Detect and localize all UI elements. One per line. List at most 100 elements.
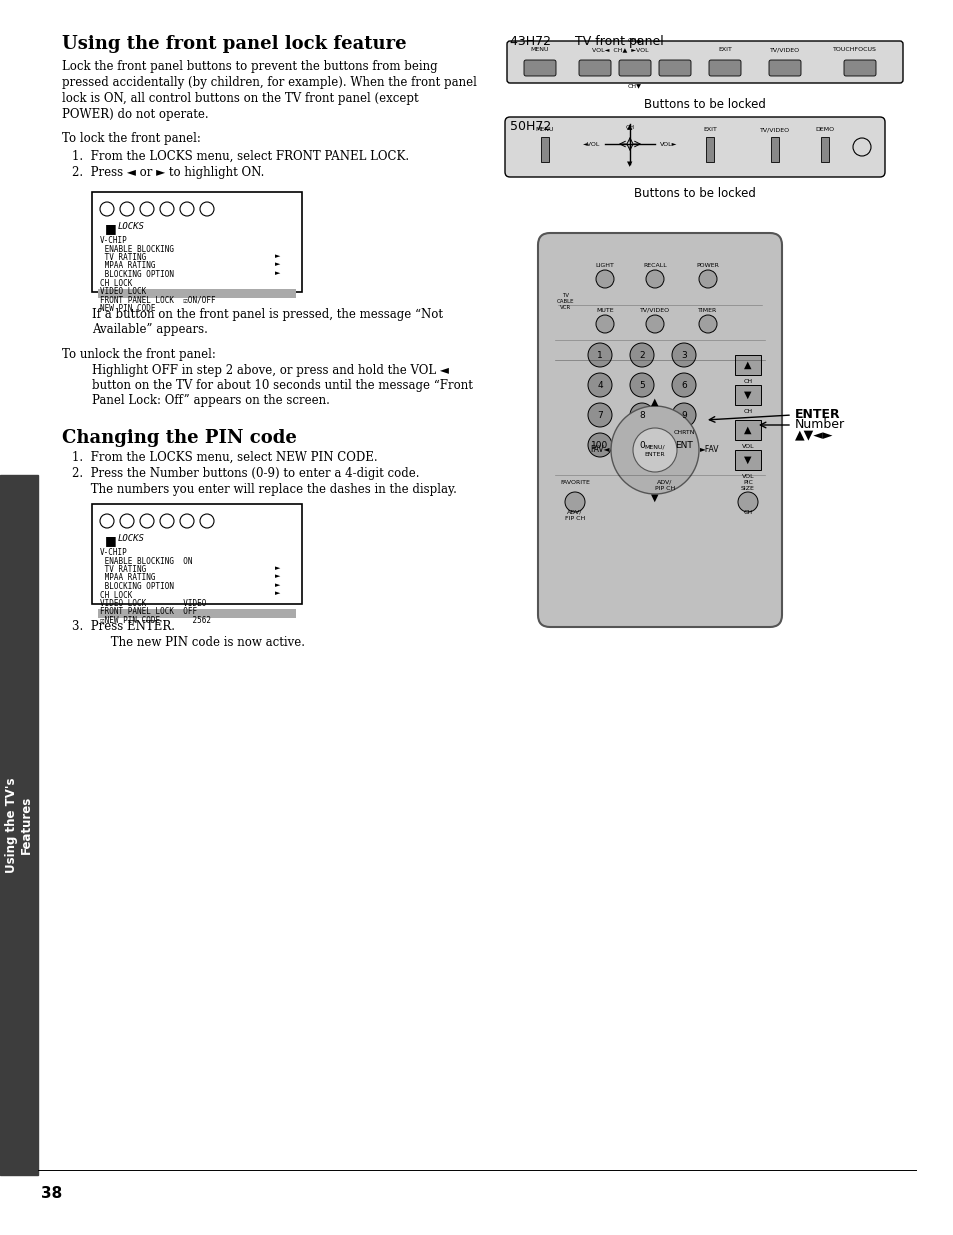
Text: ►: ► [274,253,280,259]
Text: ENABLE BLOCKING  ON: ENABLE BLOCKING ON [100,557,193,566]
Bar [734,450,760,471]
Text: CH: CH [742,379,752,384]
Text: ▲: ▲ [627,124,632,130]
Text: TV RATING: TV RATING [100,253,146,262]
Bar [0,475,38,1174]
Text: VIDEO LOCK: VIDEO LOCK [100,287,146,296]
Text: FAVORITE: FAVORITE [559,480,589,485]
FancyBboxPatch shape [523,61,556,77]
Text: If a button on the front panel is pressed, the message “Not: If a button on the front panel is presse… [91,308,442,321]
Text: MENU/: MENU/ [644,445,664,450]
Bar [91,504,302,604]
Bar [734,354,760,375]
Bar [734,420,760,440]
Text: 1: 1 [597,351,602,359]
Text: CH LOCK: CH LOCK [100,590,132,599]
Bar [91,191,302,291]
Bar [98,609,295,618]
Text: MPAA RATING: MPAA RATING [100,573,155,583]
Text: VOL: VOL [740,474,754,479]
Text: pressed accidentally (by children, for example). When the front panel: pressed accidentally (by children, for e… [62,77,476,89]
Bar [821,137,828,162]
Circle shape [671,373,696,396]
Text: Buttons to be locked: Buttons to be locked [634,186,755,200]
Text: CHRTN: CHRTN [673,431,694,436]
Text: CH: CH [742,510,752,515]
Text: TOUCHFOCUS: TOUCHFOCUS [832,47,876,52]
Bar [770,137,779,162]
Text: ▼: ▼ [627,161,632,167]
FancyBboxPatch shape [618,61,650,77]
Text: VOL►: VOL► [659,142,677,147]
Text: BLOCKING OPTION: BLOCKING OPTION [100,582,173,592]
Text: 100: 100 [591,441,608,450]
Text: MENU: MENU [536,127,554,132]
Text: ►: ► [274,590,280,597]
Text: VOL: VOL [740,445,754,450]
Text: 0: 0 [639,441,644,450]
Text: ■: ■ [105,534,116,547]
Text: ►: ► [274,582,280,588]
Text: TV
CABLE
VCR: TV CABLE VCR [557,293,574,310]
Circle shape [596,315,614,333]
Text: EXIT: EXIT [702,127,717,132]
Text: 5: 5 [639,380,644,389]
FancyBboxPatch shape [537,233,781,627]
Text: ■: ■ [105,222,116,235]
Text: ►FAV: ►FAV [700,446,719,454]
Text: button on the TV for about 10 seconds until the message “Front: button on the TV for about 10 seconds un… [91,379,473,391]
Text: TIMER: TIMER [698,308,717,312]
Text: 2.  Press ◄ or ► to highlight ON.: 2. Press ◄ or ► to highlight ON. [71,165,264,179]
Text: Lock the front panel buttons to prevent the buttons from being: Lock the front panel buttons to prevent … [62,61,437,73]
Text: FRONT PANEL LOCK  ☑ON/OFF: FRONT PANEL LOCK ☑ON/OFF [100,295,215,305]
Circle shape [645,270,663,288]
Text: FRONT PANEL LOCK  OFF: FRONT PANEL LOCK OFF [100,608,197,616]
Circle shape [629,343,654,367]
Text: CH LOCK: CH LOCK [100,279,132,288]
FancyBboxPatch shape [768,61,801,77]
Text: Buttons to be locked: Buttons to be locked [643,98,765,111]
Circle shape [699,315,717,333]
Circle shape [699,270,717,288]
Text: ENTER: ENTER [644,452,664,457]
Text: MPAA RATING: MPAA RATING [100,262,155,270]
Circle shape [629,433,654,457]
FancyBboxPatch shape [578,61,610,77]
Circle shape [671,403,696,427]
Text: 1.  From the LOCKS menu, select NEW PIN CODE.: 1. From the LOCKS menu, select NEW PIN C… [71,451,377,464]
Circle shape [629,403,654,427]
Circle shape [633,429,677,472]
Text: 3: 3 [680,351,686,359]
Text: 38: 38 [41,1186,63,1200]
Text: POWER) do not operate.: POWER) do not operate. [62,107,209,121]
Text: Panel Lock: Off” appears on the screen.: Panel Lock: Off” appears on the screen. [91,394,330,408]
Text: FAV◄: FAV◄ [590,446,609,454]
Text: LIGHT: LIGHT [595,263,614,268]
Text: ENT: ENT [675,441,692,450]
Text: ▼: ▼ [743,390,751,400]
Text: To unlock the front panel:: To unlock the front panel: [62,348,215,361]
Circle shape [596,270,614,288]
Bar [734,385,760,405]
Text: MUTE: MUTE [596,308,613,312]
Text: ADV/
PIP CH: ADV/ PIP CH [654,480,675,490]
Text: POWER: POWER [696,263,719,268]
Text: To lock the front panel:: To lock the front panel: [62,132,201,144]
Circle shape [671,433,696,457]
Text: Highlight OFF in step 2 above, or press and hold the VOL ◄: Highlight OFF in step 2 above, or press … [91,364,449,377]
Text: LOCKS: LOCKS [118,222,145,231]
Text: 2.  Press the Number buttons (0-9) to enter a 4-digit code.: 2. Press the Number buttons (0-9) to ent… [71,467,419,480]
Text: PIC
SIZE: PIC SIZE [740,480,754,490]
Text: ENTER: ENTER [794,409,840,421]
Text: lock is ON, all control buttons on the TV front panel (except: lock is ON, all control buttons on the T… [62,91,418,105]
Circle shape [645,315,663,333]
Text: 2: 2 [639,351,644,359]
Text: ▲: ▲ [743,359,751,370]
Text: ▲: ▲ [743,425,751,435]
Text: VOL◄  CH▲  ►VOL: VOL◄ CH▲ ►VOL [591,47,648,52]
Text: Number: Number [794,419,844,431]
FancyBboxPatch shape [843,61,875,77]
Circle shape [587,433,612,457]
Text: ENABLE BLOCKING: ENABLE BLOCKING [100,245,173,253]
Text: ►: ► [274,573,280,579]
